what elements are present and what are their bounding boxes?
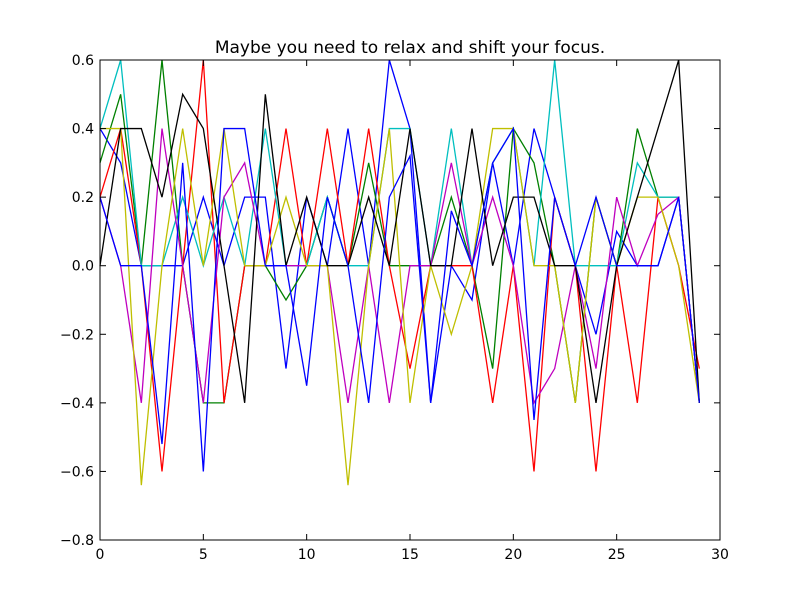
- y-tick-label: 0.2: [72, 190, 94, 206]
- y-tick-label: 0.6: [72, 53, 94, 69]
- series-line-7: [99, 59, 700, 403]
- x-tick-label: 20: [504, 547, 522, 563]
- x-tick-label: 5: [199, 547, 208, 563]
- y-tick-label: −0.8: [60, 533, 94, 549]
- y-tick-label: −0.6: [60, 464, 94, 480]
- series-line-1: [99, 59, 700, 403]
- x-tick-label: 15: [401, 547, 419, 563]
- x-tick-label: 25: [608, 547, 626, 563]
- x-tick-label: 10: [298, 547, 316, 563]
- x-tick-label: 0: [96, 547, 105, 563]
- ticks-layer: 0 5 10 15 20 25 30 −0.8 −0.6 −0.4 −0.2 0.0 0.2 0.4 0.6: [60, 53, 729, 563]
- y-tick-label: −0.4: [60, 396, 94, 412]
- plot-frame: [99, 59, 721, 541]
- y-tick-label: −0.2: [60, 327, 94, 343]
- series-line-8: [99, 126, 700, 472]
- series-line-3: [99, 59, 700, 472]
- x-tick-label: 30: [711, 547, 729, 563]
- series-line-5: [99, 128, 700, 405]
- y-tick-label: 0.4: [72, 122, 94, 138]
- series-layer: [99, 59, 700, 486]
- y-tick-label: 0.0: [72, 259, 94, 275]
- series-line-4: [99, 59, 700, 403]
- chart-title: Maybe you need to relax and shift your f…: [215, 38, 605, 58]
